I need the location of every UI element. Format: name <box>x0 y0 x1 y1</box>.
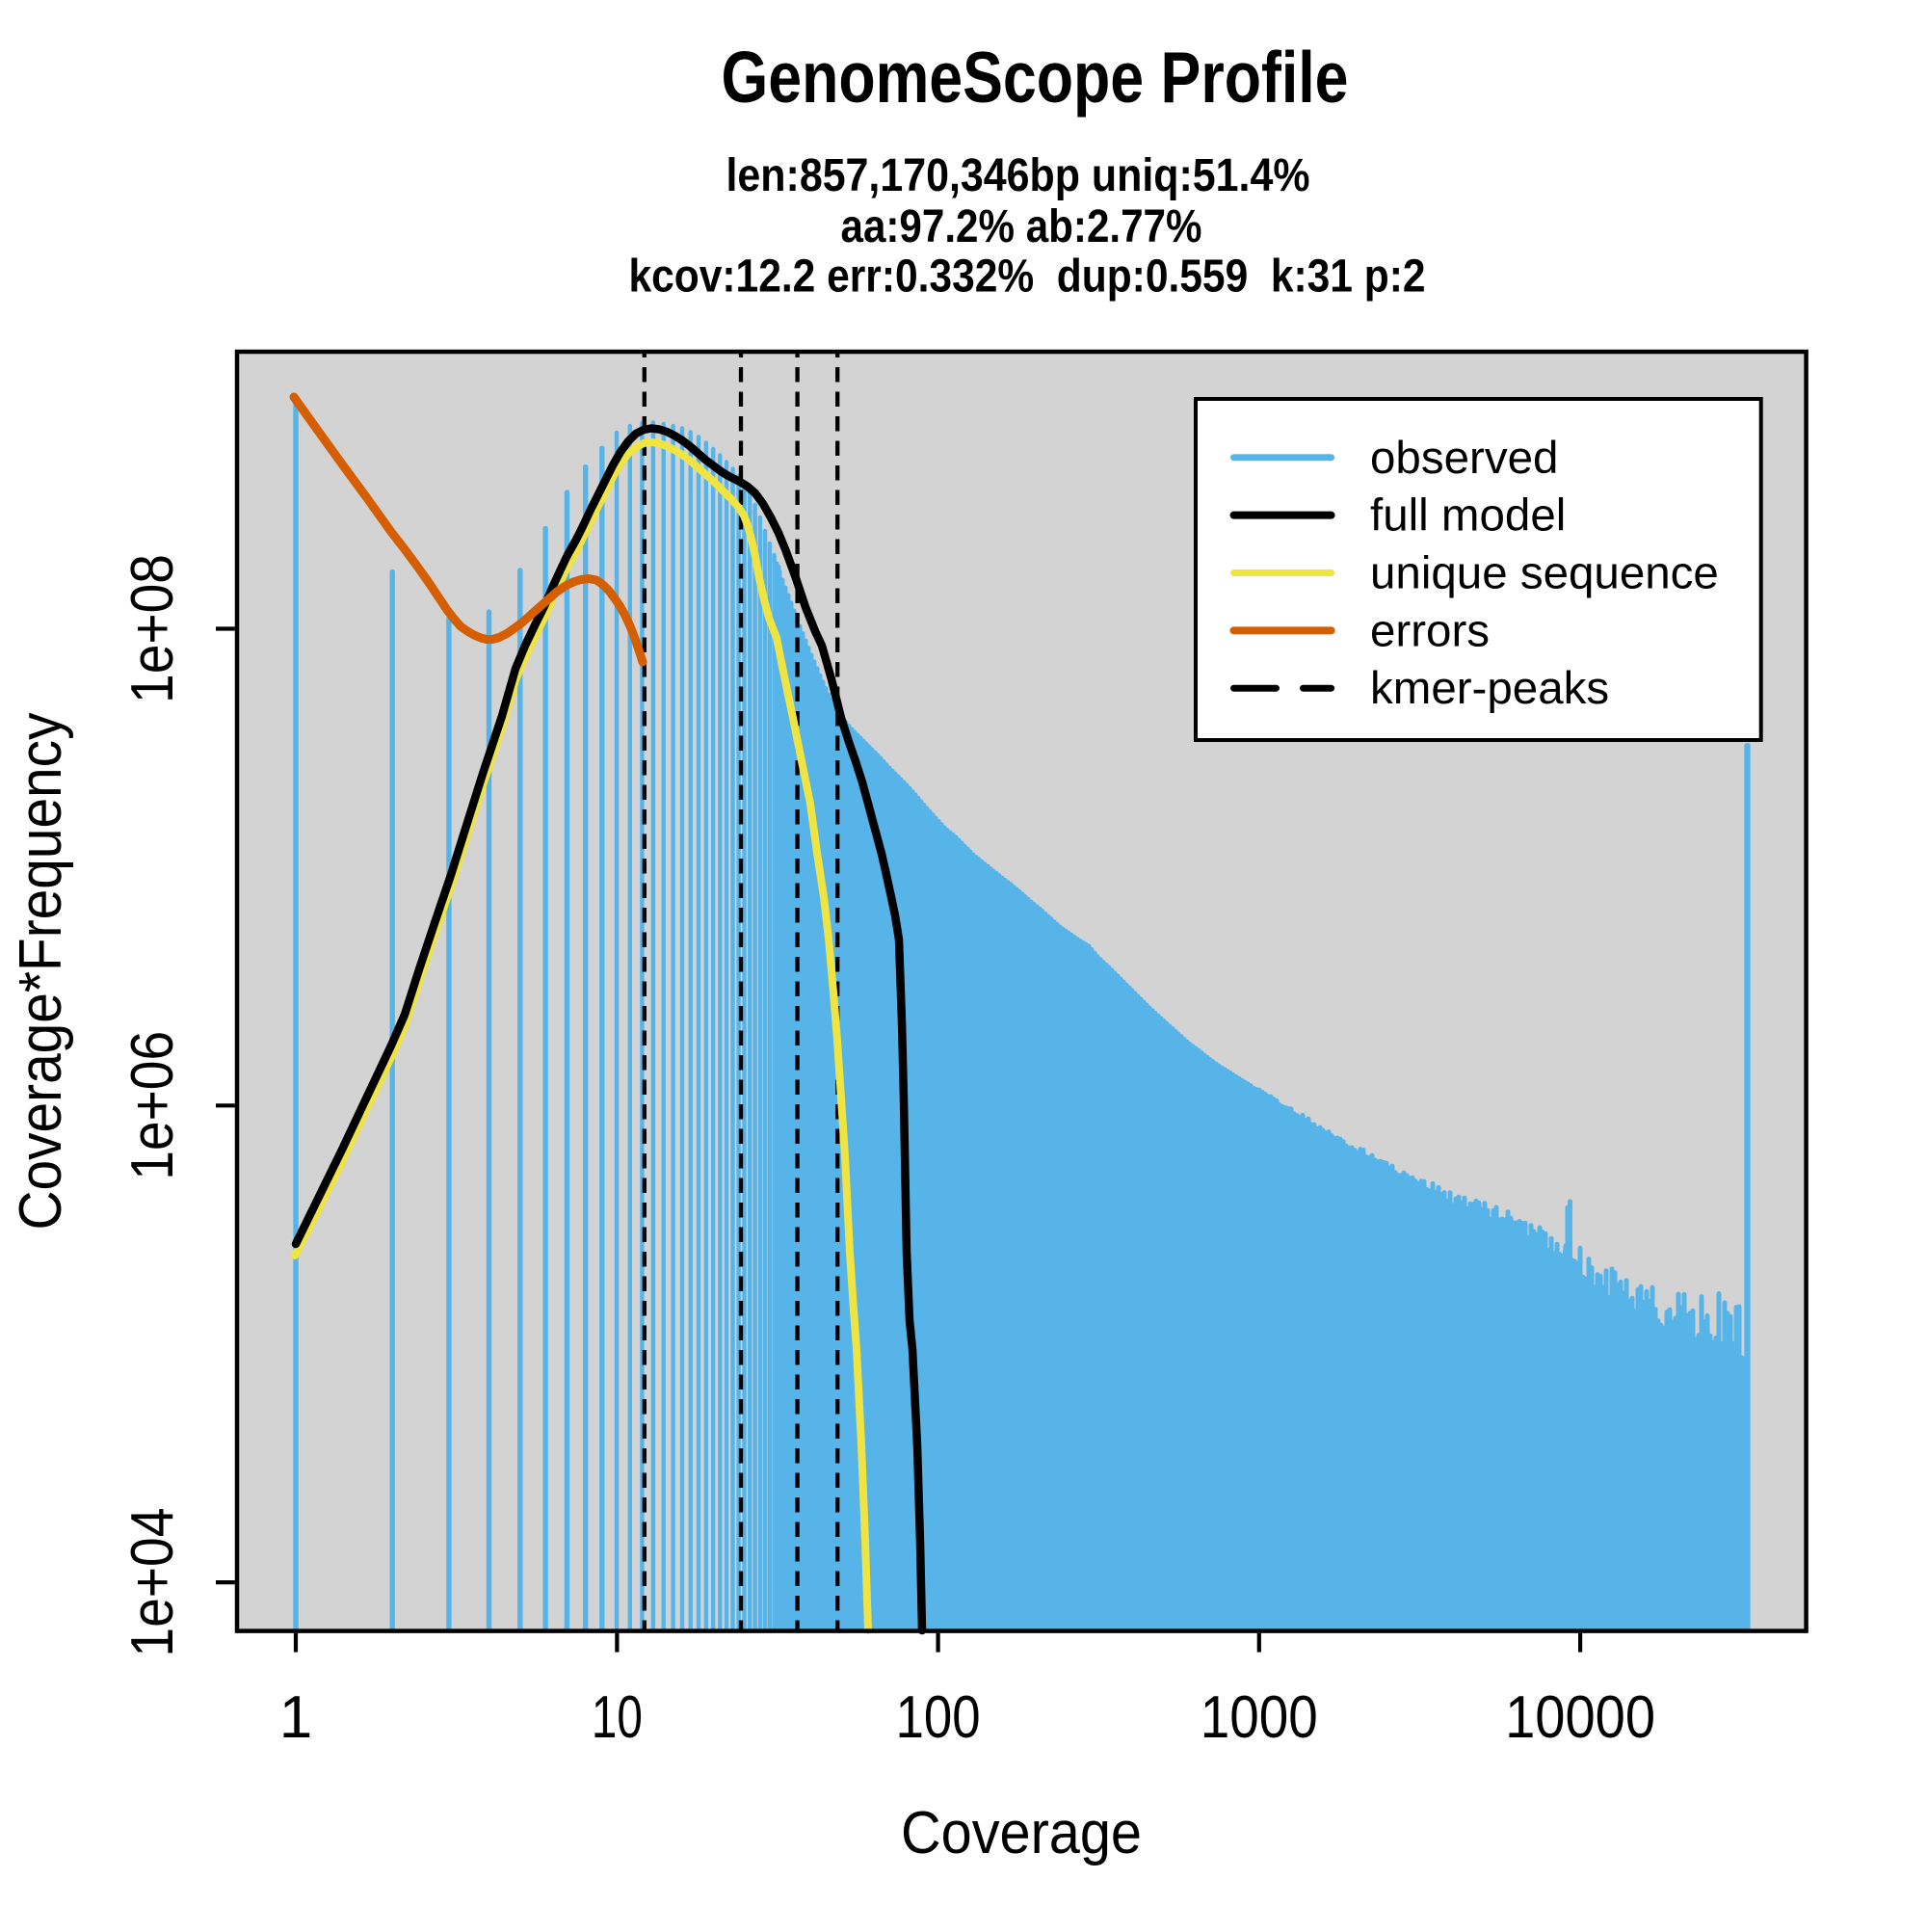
svg-text:1e+04: 1e+04 <box>119 1508 186 1657</box>
svg-text:1: 1 <box>279 1684 312 1751</box>
svg-text:1000: 1000 <box>1201 1684 1318 1751</box>
svg-text:errors: errors <box>1370 605 1490 656</box>
svg-text:10: 10 <box>592 1684 643 1751</box>
svg-text:Coverage*Frequency: Coverage*Frequency <box>8 713 74 1231</box>
svg-text:100: 100 <box>896 1684 981 1751</box>
svg-text:Coverage: Coverage <box>901 1800 1142 1866</box>
svg-text:aa:97.2% ab:2.77%: aa:97.2% ab:2.77% <box>841 200 1202 252</box>
svg-text:1e+06: 1e+06 <box>119 1031 186 1180</box>
svg-text:observed: observed <box>1370 433 1558 484</box>
svg-text:GenomeScope Profile: GenomeScope Profile <box>722 37 1349 118</box>
svg-text:kmer-peaks: kmer-peaks <box>1370 663 1609 714</box>
svg-text:unique sequence: unique sequence <box>1370 548 1719 599</box>
svg-text:10000: 10000 <box>1505 1684 1655 1751</box>
svg-text:len:857,170,346bp uniq:51.4%: len:857,170,346bp uniq:51.4% <box>726 149 1310 201</box>
svg-text:1e+08: 1e+08 <box>119 554 186 703</box>
svg-text:full model: full model <box>1370 490 1566 542</box>
svg-text:kcov:12.2 err:0.332% dup:0.55: kcov:12.2 err:0.332% dup:0.559 k:31 p:2 <box>629 251 1426 303</box>
